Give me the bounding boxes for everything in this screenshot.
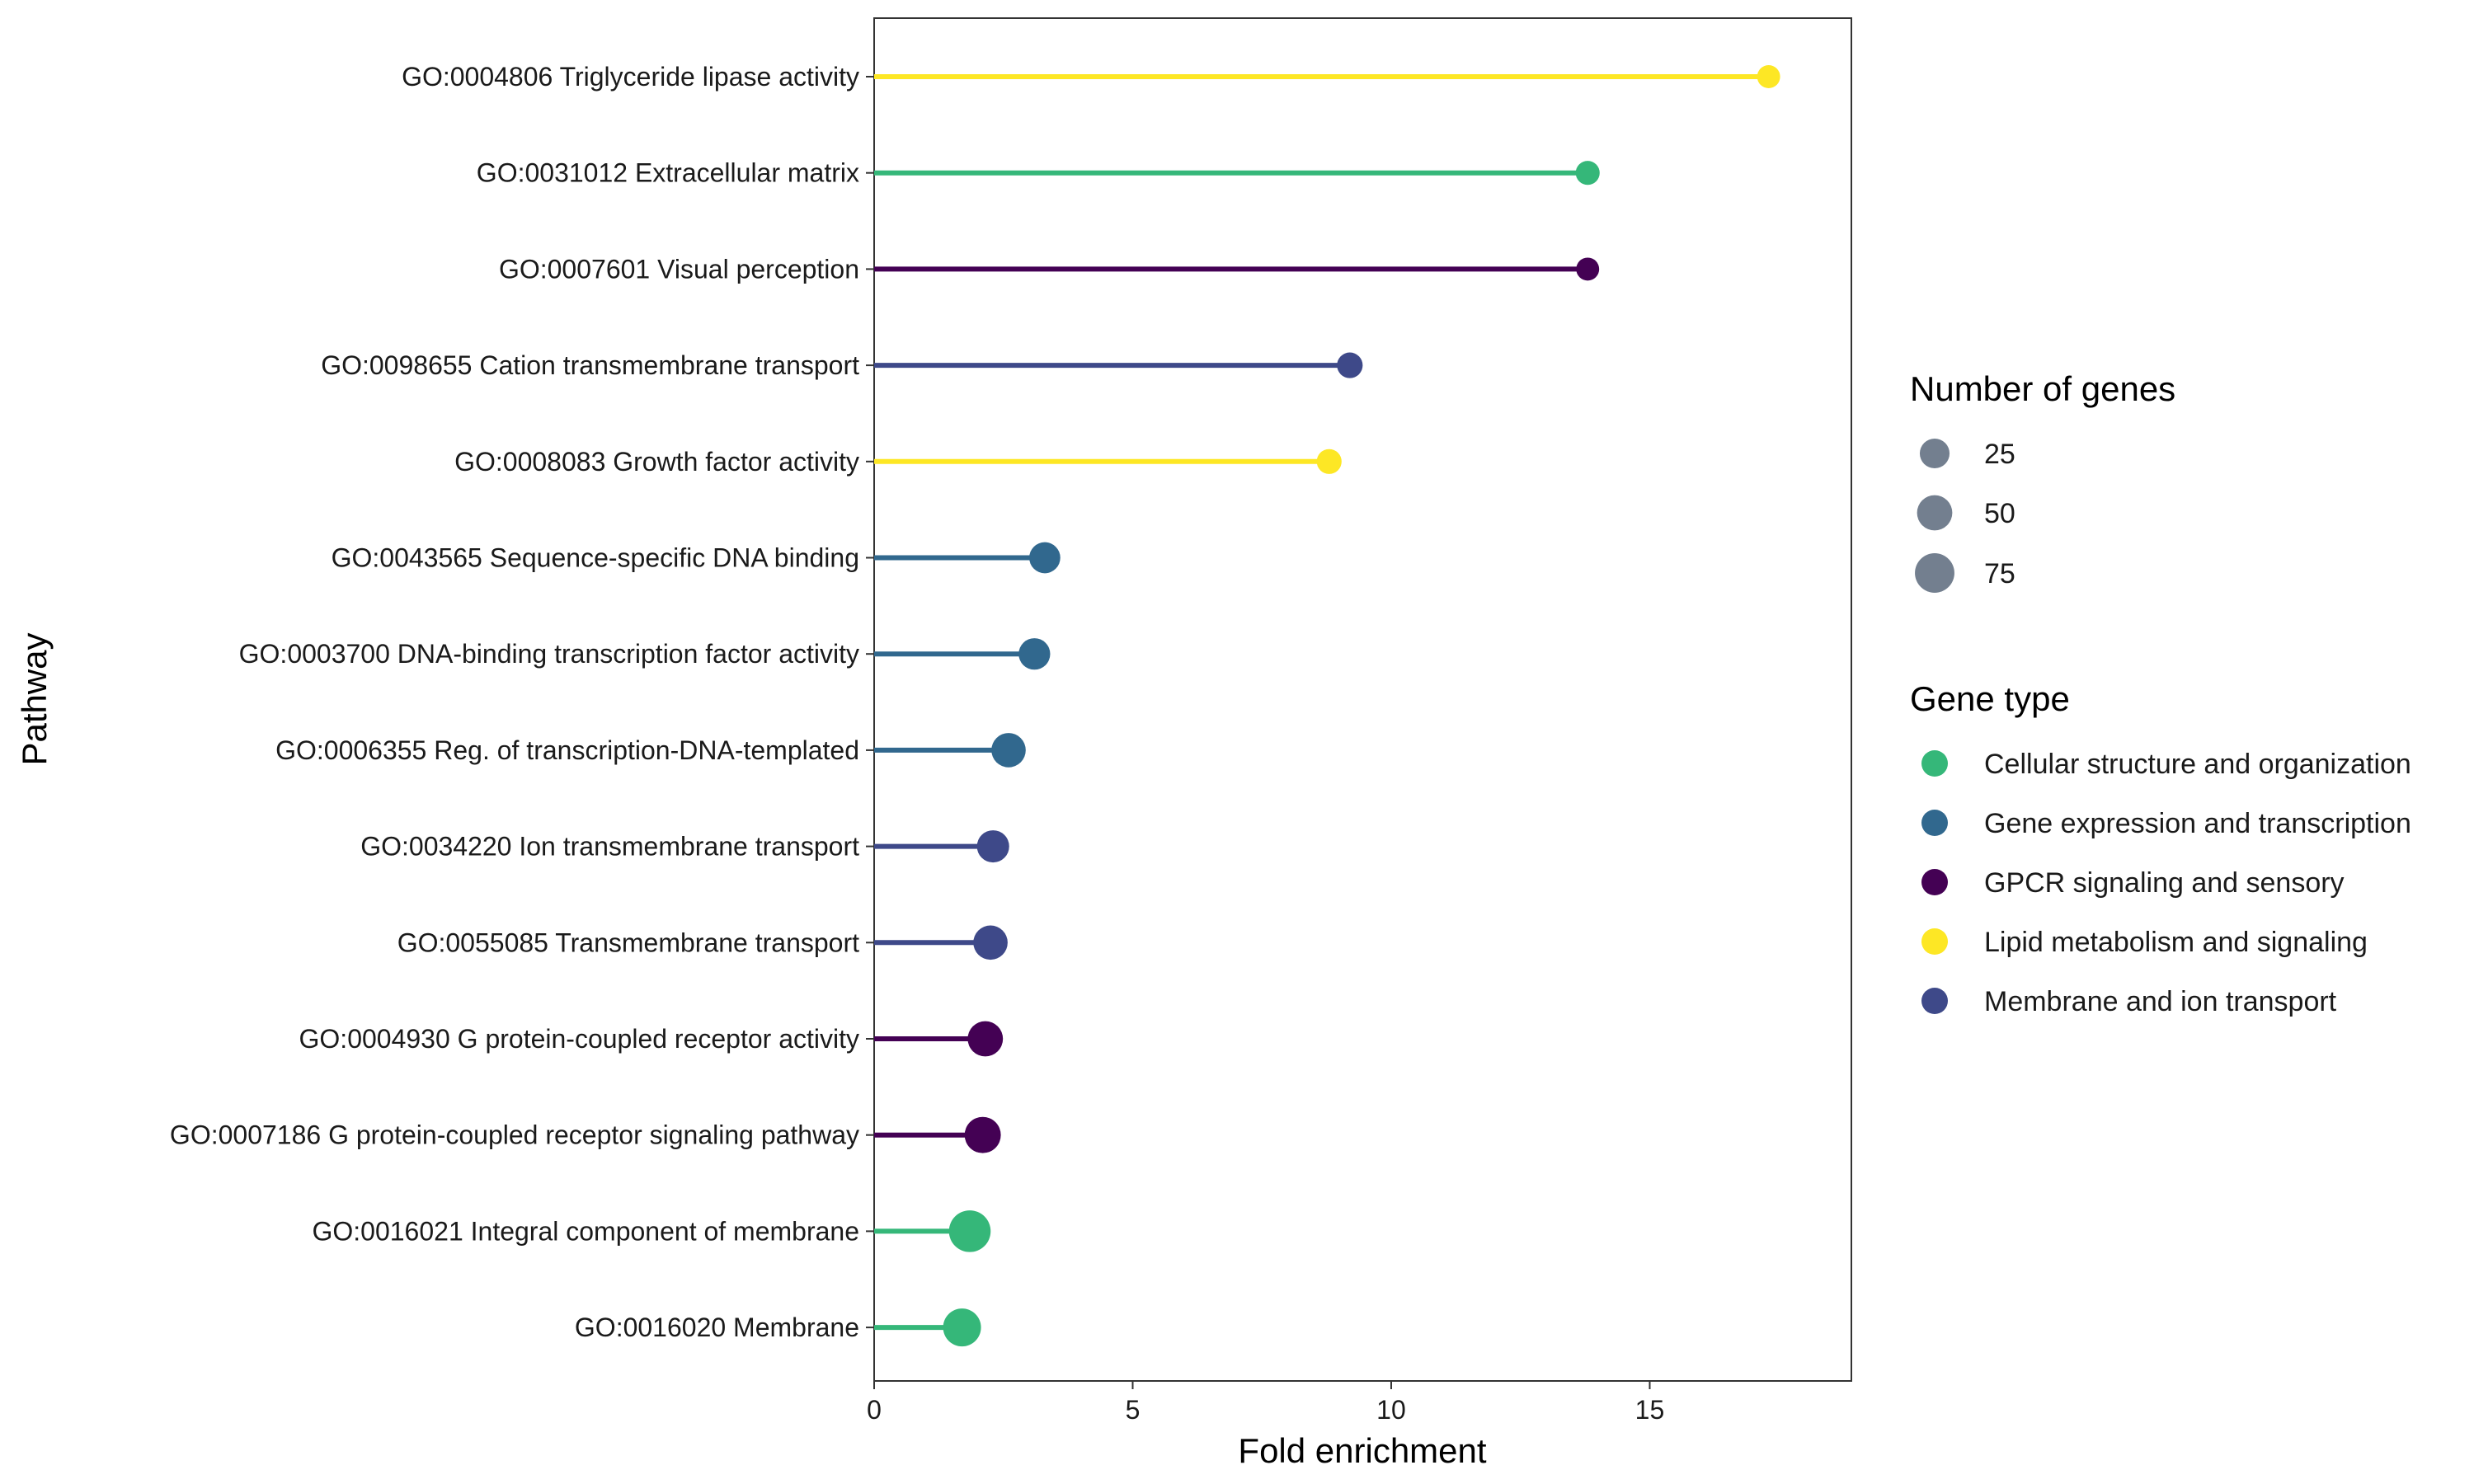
y-tick-label: GO:0003700 DNA-binding transcription fac… bbox=[239, 639, 859, 669]
color-legend-label: Cellular structure and organization bbox=[1984, 749, 2411, 780]
size-legend-key bbox=[1917, 495, 1953, 531]
size-legend-title: Number of genes bbox=[1910, 369, 2175, 408]
size-legend-label: 50 bbox=[1984, 498, 2015, 529]
color-legend-key bbox=[1921, 869, 1948, 895]
lollipop-point bbox=[973, 925, 1008, 960]
y-axis: GO:0004806 Triglyceride lipase activity G… bbox=[170, 62, 874, 1342]
color-legend-key bbox=[1921, 928, 1948, 955]
color-legend-label: Gene expression and transcription bbox=[1984, 808, 2411, 839]
y-tick-label: GO:0004806 Triglyceride lipase activity bbox=[402, 62, 859, 92]
color-legend-label: GPCR signaling and sensory bbox=[1984, 867, 2345, 899]
y-tick-label: GO:0016020 Membrane bbox=[575, 1313, 859, 1342]
color-legend-label: Lipid metabolism and signaling bbox=[1984, 927, 2368, 958]
color-legend-key bbox=[1921, 988, 1948, 1014]
lollipop-point bbox=[1575, 161, 1600, 186]
x-tick-label: 0 bbox=[867, 1395, 882, 1425]
size-legend: Number of genes 25 50 75 bbox=[1910, 369, 2175, 593]
lollipop-point bbox=[948, 1210, 991, 1252]
y-tick-label: GO:0007601 Visual perception bbox=[499, 254, 859, 284]
chart-marks bbox=[874, 65, 1780, 1347]
y-tick-label: GO:0098655 Cation transmembrane transpor… bbox=[321, 350, 859, 380]
color-legend-label: Membrane and ion transport bbox=[1984, 986, 2337, 1017]
lollipop-point bbox=[1316, 448, 1342, 474]
y-tick-label: GO:0034220 Ion transmembrane transport bbox=[360, 832, 859, 862]
color-legend-key bbox=[1921, 810, 1948, 836]
y-tick-label: GO:0004930 G protein-coupled receptor ac… bbox=[299, 1024, 859, 1054]
x-tick-label: 15 bbox=[1635, 1395, 1665, 1425]
lollipop-point bbox=[1757, 65, 1780, 88]
color-legend-title: Gene type bbox=[1910, 679, 2070, 718]
x-axis: 0 5 10 15 bbox=[867, 1381, 1664, 1425]
y-tick-label: GO:0016021 Integral component of membran… bbox=[312, 1216, 859, 1246]
x-tick-label: 5 bbox=[1126, 1395, 1141, 1425]
x-tick-label: 10 bbox=[1376, 1395, 1406, 1425]
x-axis-title: Fold enrichment bbox=[1238, 1431, 1486, 1470]
y-axis-title: Pathway bbox=[15, 632, 54, 765]
y-tick-label: GO:0006355 Reg. of transcription-DNA-tem… bbox=[275, 735, 859, 765]
y-tick-label: GO:0031012 Extracellular matrix bbox=[477, 158, 859, 188]
y-tick-label: GO:0007186 G protein-coupled receptor si… bbox=[170, 1120, 859, 1150]
lollipop-point bbox=[991, 733, 1026, 768]
lollipop-point bbox=[964, 1116, 1001, 1153]
size-legend-label: 25 bbox=[1984, 439, 2015, 470]
lollipop-point bbox=[943, 1308, 981, 1347]
lollipop-point bbox=[976, 830, 1009, 863]
size-legend-key bbox=[1915, 553, 1954, 593]
size-legend-key bbox=[1919, 438, 1950, 469]
size-legend-label: 75 bbox=[1984, 558, 2015, 589]
lollipop-point bbox=[1337, 352, 1363, 378]
lollipop-point bbox=[1018, 638, 1051, 670]
plot-panel bbox=[873, 17, 1852, 1382]
color-legend-key bbox=[1921, 750, 1948, 777]
y-tick-label: GO:0055085 Transmembrane transport bbox=[397, 928, 859, 957]
y-tick-label: GO:0043565 Sequence-specific DNA binding bbox=[332, 543, 859, 573]
lollipop-point bbox=[1029, 542, 1061, 574]
lollipop-point bbox=[967, 1021, 1004, 1057]
lollipop-point bbox=[1576, 257, 1600, 281]
y-tick-label: GO:0008083 Growth factor activity bbox=[454, 447, 859, 477]
color-legend: Gene type Cellular structure and organiz… bbox=[1910, 679, 2411, 1017]
